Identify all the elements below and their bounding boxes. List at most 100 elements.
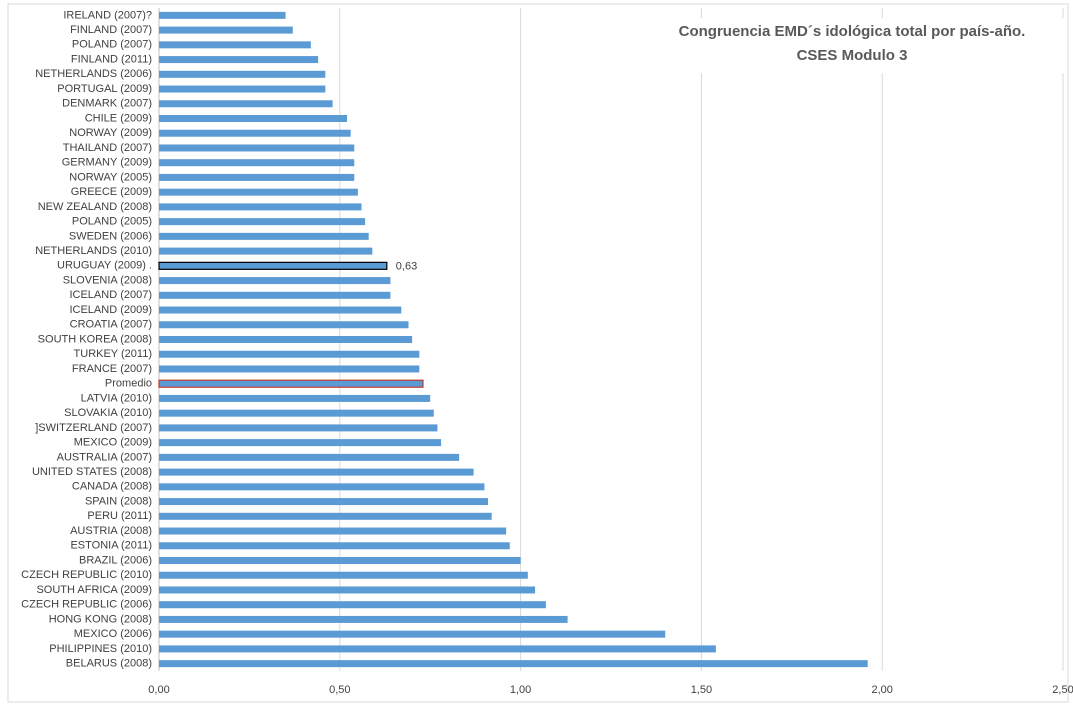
y-tick-label: PERU (2011) (87, 510, 152, 522)
bar (159, 11, 286, 19)
chart-title: Congruencia EMD´s idológica total por pa… (679, 23, 1026, 40)
bar (159, 277, 391, 285)
bar (159, 365, 420, 373)
bar (159, 56, 319, 64)
chart-subtitle: CSES Modulo 3 (797, 47, 908, 64)
y-tick-label: NETHERLANDS (2006) (35, 68, 152, 80)
y-tick-label: AUSTRALIA (2007) (57, 451, 152, 463)
bar (159, 409, 434, 417)
y-tick-label: PORTUGAL (2009) (57, 83, 152, 95)
bar (159, 85, 326, 93)
y-tick-label: TURKEY (2011) (74, 348, 152, 360)
bar (159, 218, 366, 226)
bar (159, 468, 474, 476)
bar (159, 350, 420, 358)
x-tick-label: 1,50 (691, 684, 712, 696)
y-tick-label: NORWAY (2009) (69, 127, 152, 139)
y-tick-label: HONG KONG (2008) (49, 613, 152, 625)
y-tick-label: SOUTH KOREA (2008) (38, 333, 152, 345)
y-tick-label: MEXICO (2006) (74, 628, 152, 640)
data-label: 0,63 (396, 261, 417, 273)
y-tick-label: SWEDEN (2006) (69, 230, 152, 242)
bar (159, 601, 546, 609)
bar (159, 483, 485, 491)
bar (159, 498, 489, 506)
bar (159, 336, 413, 343)
y-tick-label: POLAND (2005) (72, 216, 152, 228)
bar (159, 173, 355, 181)
bar (159, 188, 358, 196)
y-tick-label: BRAZIL (2006) (79, 554, 152, 566)
y-tick-label: CZECH REPUBLIC (2006) (21, 599, 152, 611)
bar (158, 379, 424, 388)
bar (159, 586, 536, 594)
y-tick-label: URUGUAY (2009) . (57, 260, 152, 272)
y-tick-label: CROATIA (2007) (70, 319, 152, 331)
x-tick-label: 0,00 (148, 684, 169, 696)
y-tick-label: ]SWITZERLAND (2007) (35, 422, 152, 434)
bar (159, 41, 311, 49)
bar (159, 291, 391, 299)
bar (159, 26, 293, 34)
bar (159, 100, 333, 108)
x-tick-label: 1,00 (510, 684, 531, 696)
bar (159, 159, 355, 167)
y-tick-label: ICELAND (2009) (69, 304, 152, 316)
bar (158, 261, 388, 270)
bar (159, 542, 510, 550)
y-tick-label: MEXICO (2009) (74, 437, 152, 449)
y-tick-label: NETHERLANDS (2010) (35, 245, 152, 257)
bar (159, 527, 507, 535)
bar (159, 232, 369, 240)
bar (159, 129, 351, 137)
bar (159, 512, 492, 520)
y-tick-label: NORWAY (2005) (69, 171, 152, 183)
y-tick-label: FINLAND (2007) (70, 24, 152, 36)
bar (159, 394, 431, 402)
x-tick-label: 0,50 (329, 684, 350, 696)
bar (159, 203, 362, 211)
bar (159, 645, 716, 653)
x-tick-label: 2,00 (871, 684, 892, 696)
bar (159, 615, 568, 623)
y-tick-label: FINLAND (2011) (71, 53, 152, 65)
bar (159, 571, 528, 579)
bar (159, 557, 521, 564)
y-tick-label: DENMARK (2007) (62, 98, 152, 110)
y-tick-label: FRANCE (2007) (72, 363, 152, 375)
y-tick-label: THAILAND (2007) (63, 142, 152, 154)
bar (159, 453, 460, 461)
y-tick-label: LATVIA (2010) (81, 392, 152, 404)
y-tick-label: POLAND (2007) (72, 39, 152, 51)
title-backdrop (640, 18, 1065, 73)
y-tick-label: IRELAND (2007)? (63, 9, 152, 21)
bar (159, 115, 348, 122)
bar (159, 144, 355, 152)
bar (159, 306, 402, 314)
y-tick-label: SOUTH AFRICA (2009) (36, 584, 152, 596)
bar (159, 660, 868, 668)
y-tick-label: Promedio (105, 378, 152, 390)
bar (159, 424, 438, 432)
y-tick-label: SPAIN (2008) (85, 495, 152, 507)
bar (159, 70, 326, 78)
y-tick-label: GERMANY (2009) (62, 157, 152, 169)
y-tick-label: SLOVAKIA (2010) (64, 407, 152, 419)
bar (159, 439, 442, 447)
y-tick-label: AUSTRIA (2008) (70, 525, 152, 537)
y-tick-label: CHILE (2009) (85, 112, 152, 124)
y-tick-label: ICELAND (2007) (69, 289, 152, 301)
y-tick-label: BELARUS (2008) (66, 658, 152, 670)
y-tick-label: SLOVENIA (2008) (63, 274, 152, 286)
y-tick-label: CZECH REPUBLIC (2010) (21, 569, 152, 581)
y-tick-label: GREECE (2009) (71, 186, 152, 198)
bar (159, 321, 409, 329)
bar (159, 630, 666, 638)
y-tick-label: UNITED STATES (2008) (32, 466, 152, 478)
y-tick-label: NEW ZEALAND (2008) (38, 201, 152, 213)
y-tick-label: CANADA (2008) (72, 481, 152, 493)
x-tick-label: 2,50 (1052, 684, 1073, 696)
bar (159, 247, 373, 255)
y-tick-label: PHILIPPINES (2010) (49, 643, 152, 655)
